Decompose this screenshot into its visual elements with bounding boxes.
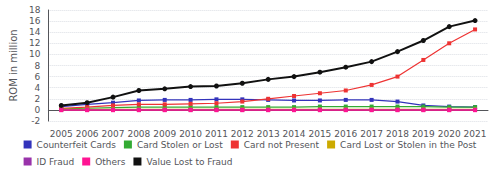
svg-text:2011: 2011 [205,129,228,139]
svg-text:2013: 2013 [257,129,280,139]
svg-text:0: 0 [35,105,41,115]
svg-text:2017: 2017 [360,129,383,139]
svg-text:2006: 2006 [76,129,99,139]
svg-text:ID Fraud: ID Fraud [37,157,75,167]
svg-text:Value Lost to Fraud: Value Lost to Fraud [146,157,232,167]
svg-text:2021: 2021 [464,129,487,139]
svg-text:2019: 2019 [412,129,435,139]
svg-text:Card Lost or Stolen in the Pos: Card Lost or Stolen in the Post [340,140,477,150]
svg-text:2005: 2005 [50,129,73,139]
svg-text:6: 6 [35,72,41,82]
svg-text:10: 10 [29,49,41,59]
svg-text:2008: 2008 [127,129,150,139]
svg-text:Others: Others [95,157,126,167]
svg-text:4: 4 [35,83,41,93]
svg-text:2020: 2020 [438,129,461,139]
svg-text:Counterfeit Cards: Counterfeit Cards [37,140,117,150]
svg-text:-2: -2 [31,116,40,126]
svg-text:2: 2 [35,94,41,104]
svg-text:2009: 2009 [153,129,176,139]
svg-text:2010: 2010 [179,129,202,139]
svg-text:14: 14 [29,27,41,37]
svg-text:12: 12 [29,38,40,48]
svg-text:2018: 2018 [386,129,409,139]
svg-text:16: 16 [29,16,41,26]
svg-text:8: 8 [35,61,41,71]
svg-text:18: 18 [29,5,41,15]
svg-text:ROM in million: ROM in million [8,29,19,101]
svg-text:Card Stolen or Lost: Card Stolen or Lost [137,140,223,150]
svg-text:2014: 2014 [283,129,306,139]
svg-text:2016: 2016 [334,129,357,139]
svg-text:2012: 2012 [231,129,254,139]
svg-text:Card not Present: Card not Present [244,140,320,150]
svg-text:2007: 2007 [102,129,125,139]
svg-text:2015: 2015 [308,129,331,139]
